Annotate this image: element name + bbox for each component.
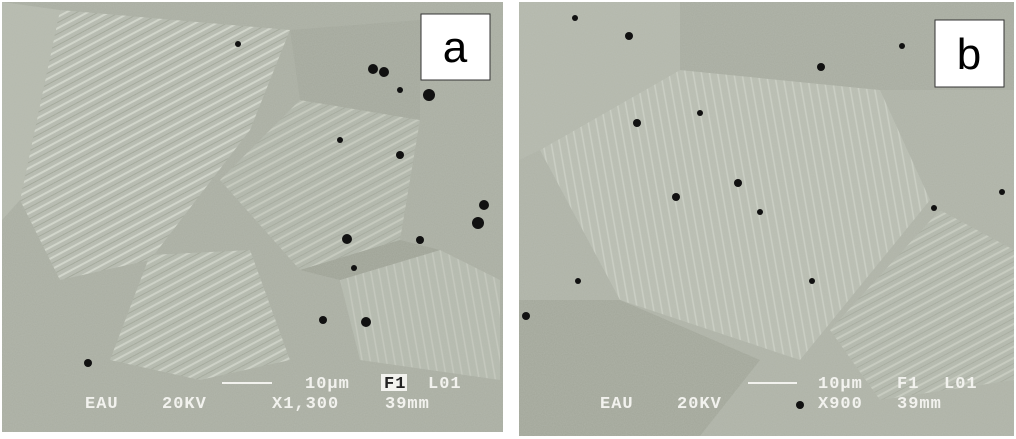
frame-text: F1	[897, 375, 919, 394]
micrograph-a: a 10μm F1 L01 EAU 20KV X1,300 39mm	[2, 2, 503, 432]
panel-label: a	[443, 23, 468, 72]
figure: a 10μm F1 L01 EAU 20KV X1,300 39mm b 10μ…	[0, 0, 1016, 439]
magnification-text: X1,300	[272, 395, 339, 414]
line-text: L01	[944, 375, 978, 394]
voltage-text: 20KV	[162, 395, 207, 414]
operator-text: EAU	[600, 395, 634, 414]
panel-label: b	[957, 30, 981, 79]
voltage-text: 20KV	[677, 395, 722, 414]
distance-text: 39mm	[897, 395, 942, 414]
operator-text: EAU	[85, 395, 119, 414]
line-text: L01	[428, 375, 462, 394]
distance-text: 39mm	[385, 395, 430, 414]
magnification-text: X900	[818, 395, 863, 414]
scale-text: 10μm	[305, 375, 350, 394]
micrograph-b: b 10μm F1 L01 EAU 20KV X900 39mm	[519, 2, 1014, 436]
frame-text: F1	[384, 375, 406, 394]
scale-text: 10μm	[818, 375, 863, 394]
